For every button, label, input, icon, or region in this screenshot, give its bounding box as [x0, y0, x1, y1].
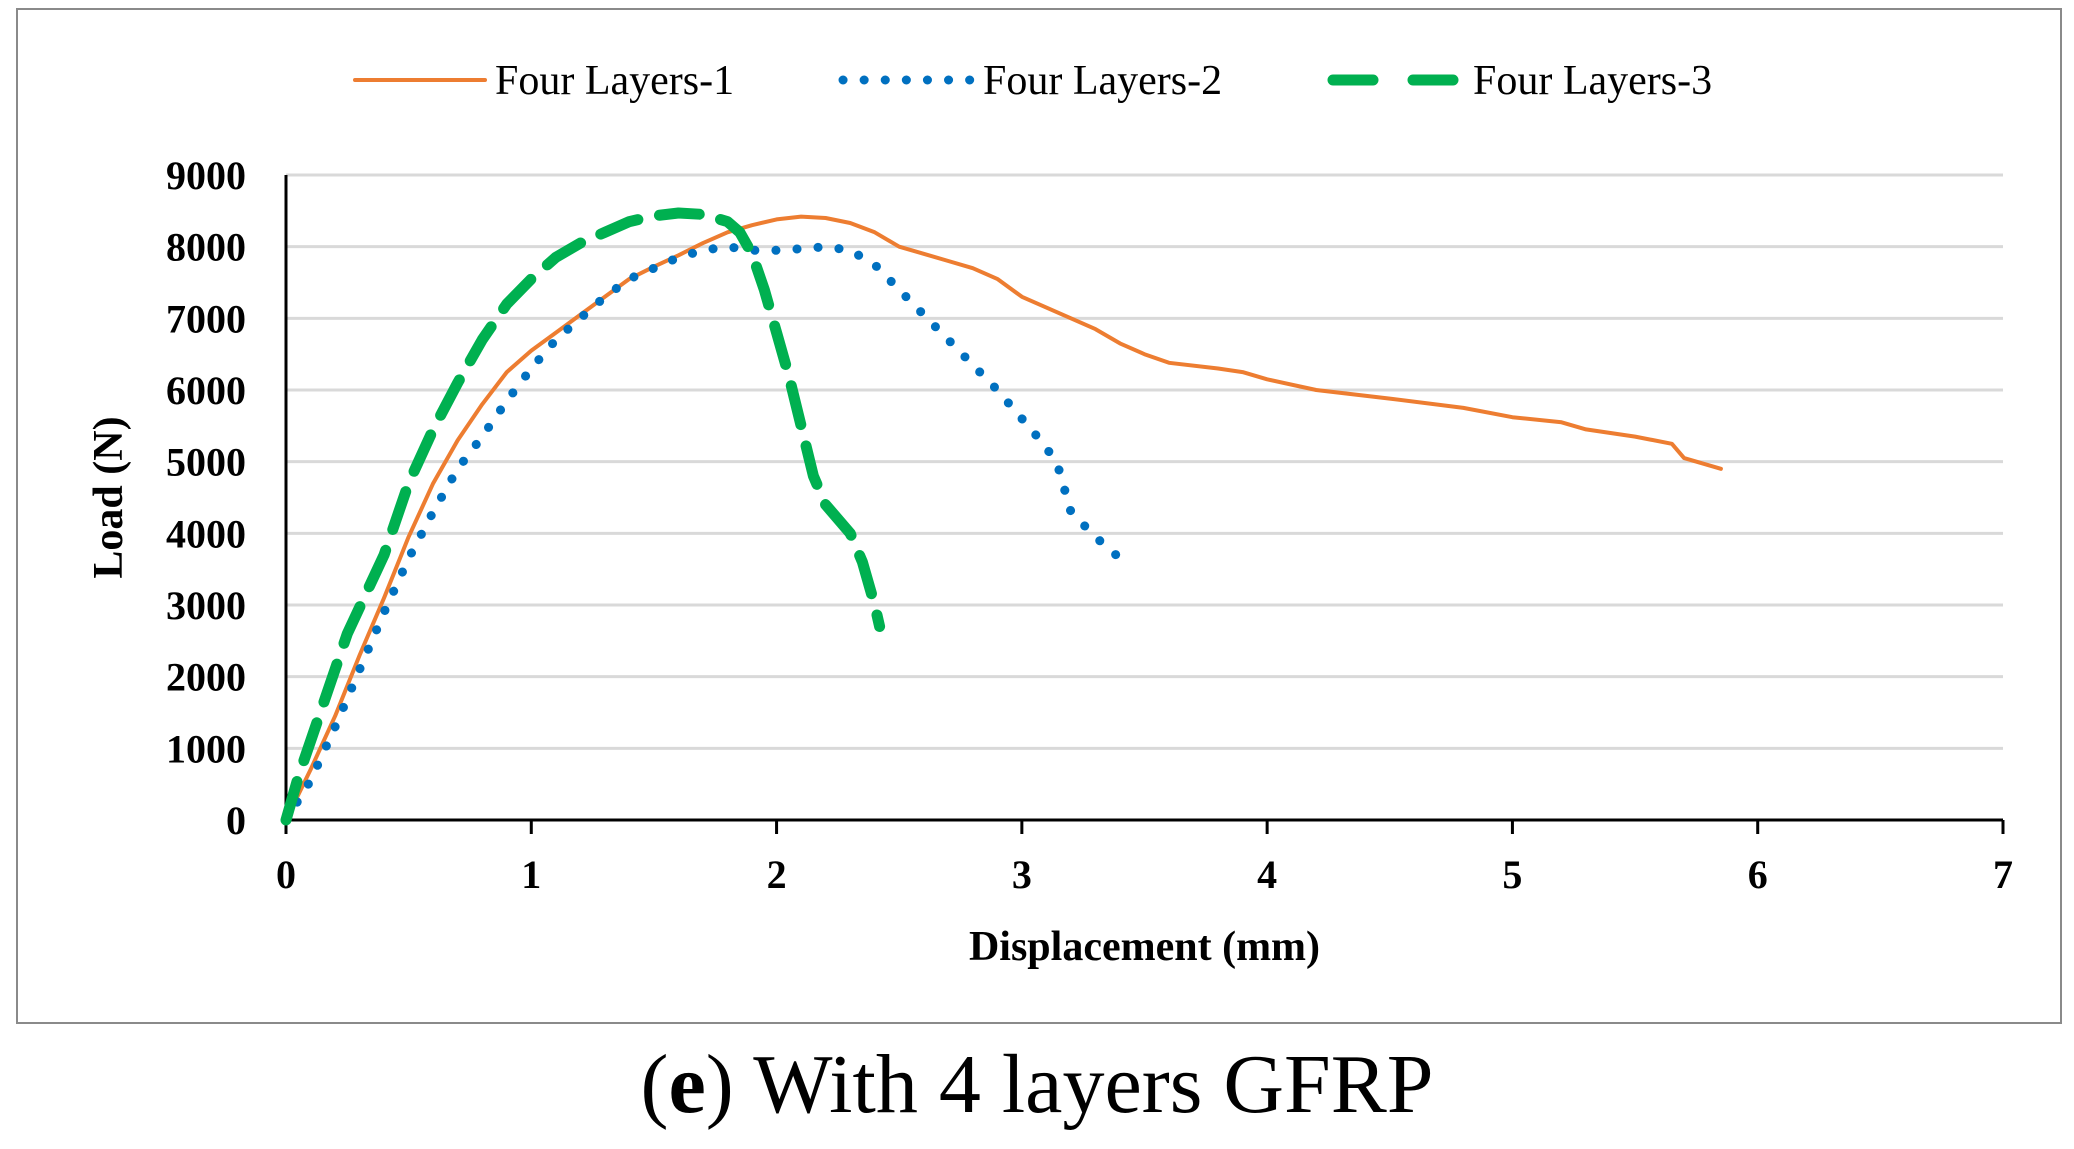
- x-tick-label: 5: [1502, 852, 1522, 897]
- x-tick-label: 1: [521, 852, 541, 897]
- x-tick-label: 3: [1012, 852, 1032, 897]
- legend-label-2: Four Layers-2: [983, 58, 1222, 104]
- y-tick-label: 6000: [166, 368, 246, 413]
- y-tick-label: 9000: [166, 153, 246, 198]
- y-tick-label: 0: [226, 798, 246, 843]
- x-tick-label: 0: [276, 852, 296, 897]
- x-axis-title: Displacement (mm): [969, 924, 1320, 970]
- x-tick-labels: 0 1 2 3 4 5 6 7: [276, 852, 2013, 897]
- caption-open: (: [640, 1038, 669, 1131]
- caption-letter: e: [668, 1038, 706, 1131]
- x-tick-label: 4: [1257, 852, 1277, 897]
- x-tick-label: 2: [767, 852, 787, 897]
- series-lines: [280, 207, 1723, 826]
- legend-label-1: Four Layers-1: [495, 58, 734, 104]
- y-tick-label: 3000: [166, 583, 246, 628]
- x-tick-label: 6: [1748, 852, 1768, 897]
- gridlines: [286, 173, 2003, 750]
- x-tick-label: 7: [1993, 852, 2013, 897]
- y-tick-label: 2000: [166, 655, 246, 700]
- legend: Four Layers-1 Four Layers-2 Four Layers-3: [353, 58, 1712, 104]
- y-tick-label: 5000: [166, 440, 246, 485]
- caption-text: ) With 4 layers GFRP: [705, 1038, 1434, 1131]
- y-tick-labels: 0 1000 2000 3000 4000 5000 6000 7000 8000 9000: [166, 153, 246, 843]
- y-tick-label: 7000: [166, 296, 246, 341]
- chart: 0 1000 2000 3000 4000 5000 6000 7000 8000 9000 0 1…: [86, 58, 2013, 970]
- y-tick-label: 4000: [166, 511, 246, 556]
- series-line-1: [284, 214, 1723, 822]
- legend-label-3: Four Layers-3: [1473, 58, 1712, 104]
- figure-caption: (e) With 4 layers GFRP: [0, 1036, 2074, 1133]
- y-tick-label: 1000: [166, 726, 246, 771]
- y-axis-title: Load (N): [86, 416, 132, 578]
- chart-frame: [16, 8, 2062, 1024]
- y-tick-label: 8000: [166, 225, 246, 270]
- series-line-2: [281, 242, 1125, 825]
- series-line-3: [280, 207, 886, 826]
- axes: [284, 175, 2005, 834]
